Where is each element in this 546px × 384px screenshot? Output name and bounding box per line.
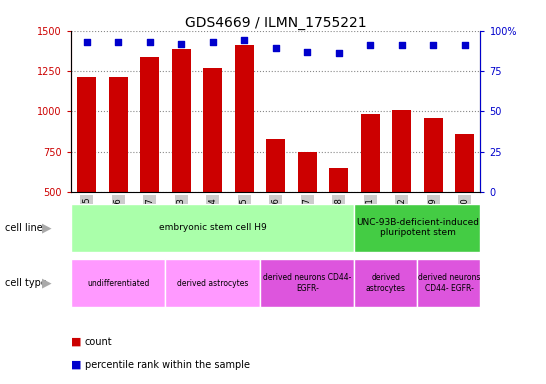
Text: count: count — [85, 337, 112, 347]
Bar — [354, 259, 418, 307]
Bar — [260, 259, 354, 307]
Text: cell type: cell type — [5, 278, 48, 288]
Point — [366, 42, 375, 48]
Bar — [455, 134, 474, 273]
Bar — [172, 49, 191, 273]
Point — [271, 45, 280, 51]
Text: UNC-93B-deficient-induced
pluripotent stem: UNC-93B-deficient-induced pluripotent st… — [356, 218, 479, 237]
Point — [240, 37, 248, 43]
Text: derived neurons CD44-
EGFR-: derived neurons CD44- EGFR- — [263, 273, 352, 293]
Point — [334, 50, 343, 56]
Text: derived
astrocytes: derived astrocytes — [366, 273, 406, 293]
Text: undifferentiated: undifferentiated — [87, 279, 150, 288]
Text: ▶: ▶ — [41, 277, 51, 290]
Bar — [354, 204, 480, 252]
Point — [114, 39, 123, 45]
Bar — [361, 114, 379, 273]
Bar — [235, 45, 254, 273]
Bar — [203, 68, 222, 273]
Bar — [392, 110, 411, 273]
Bar — [418, 259, 480, 307]
Bar — [329, 168, 348, 273]
Point — [429, 42, 437, 48]
Point — [209, 39, 217, 45]
Bar — [424, 118, 443, 273]
Point — [397, 42, 406, 48]
Bar — [78, 78, 96, 273]
Point — [460, 42, 469, 48]
Bar — [298, 152, 317, 273]
Text: derived neurons
CD44- EGFR-: derived neurons CD44- EGFR- — [418, 273, 480, 293]
Text: derived astrocytes: derived astrocytes — [177, 279, 248, 288]
Point — [82, 39, 91, 45]
Bar — [71, 259, 165, 307]
Bar — [266, 139, 285, 273]
Point — [177, 41, 186, 47]
Text: percentile rank within the sample: percentile rank within the sample — [85, 360, 250, 370]
Bar — [109, 77, 128, 273]
Point — [303, 49, 312, 55]
Point — [145, 39, 154, 45]
Text: embryonic stem cell H9: embryonic stem cell H9 — [159, 223, 266, 232]
Bar — [165, 259, 260, 307]
Text: cell line: cell line — [5, 222, 43, 233]
Text: ▶: ▶ — [41, 221, 51, 234]
Bar — [140, 56, 159, 273]
Title: GDS4669 / ILMN_1755221: GDS4669 / ILMN_1755221 — [185, 16, 366, 30]
Text: ■: ■ — [71, 360, 81, 370]
Bar — [71, 204, 354, 252]
Text: ■: ■ — [71, 337, 81, 347]
